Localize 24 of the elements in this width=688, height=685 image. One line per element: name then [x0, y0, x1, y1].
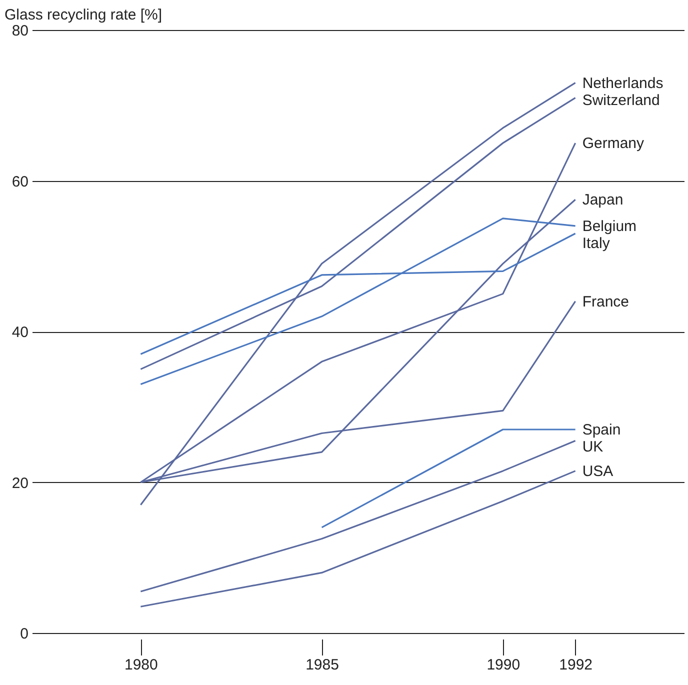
series-label: Italy — [582, 234, 610, 252]
series-label: Spain — [582, 421, 621, 438]
y-tick-label: 0 — [20, 626, 28, 642]
series-label: UK — [582, 438, 604, 456]
series-label: Belgium — [582, 218, 637, 235]
x-tick-label: 1980 — [124, 656, 158, 674]
y-tick-label: 20 — [12, 474, 28, 492]
line-series — [140, 440, 576, 592]
line-series — [140, 218, 576, 386]
series-label: Germany — [582, 135, 645, 152]
y-tick-label: 40 — [12, 324, 28, 341]
y-tick-label: 60 — [12, 173, 28, 190]
x-tick-label: 1992 — [559, 656, 593, 674]
series-label: USA — [582, 462, 614, 480]
series-label: Japan — [582, 192, 624, 209]
series-label: Netherlands — [582, 74, 664, 92]
x-tick-label: 1985 — [306, 656, 339, 674]
series-label: Switzerland — [582, 92, 660, 109]
series-label: France — [582, 293, 630, 310]
y-axis-title: Glass recycling rate [%] — [4, 6, 162, 24]
y-tick-label: 80 — [12, 22, 28, 40]
line-series — [140, 470, 576, 608]
line-series — [140, 82, 576, 506]
x-tick-label: 1990 — [486, 656, 520, 674]
